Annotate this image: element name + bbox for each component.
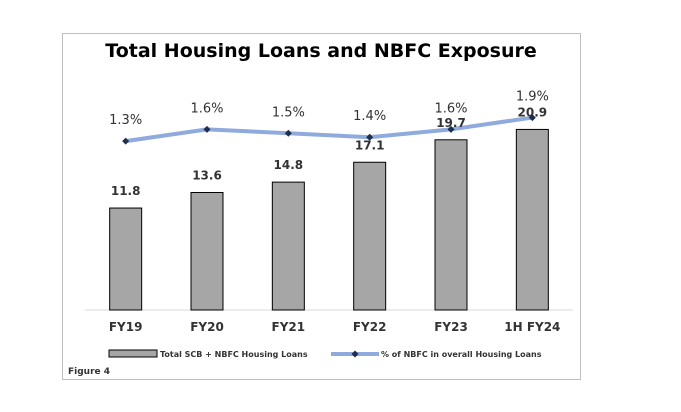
line-point-marker [284, 129, 292, 137]
line-value-label: 1.5% [272, 105, 305, 120]
nbfc-share-line [125, 115, 533, 144]
bar-value-label: 14.8 [274, 158, 304, 172]
bars-layer [109, 128, 549, 311]
line-point-marker [528, 114, 536, 122]
line-point-marker [366, 133, 374, 141]
chart-frame: Total Housing Loans and NBFC Exposure 11… [62, 33, 581, 380]
line-value-label: 1.4% [353, 109, 386, 124]
legend: Total SCB + NBFC Housing Loans % of NBFC … [108, 349, 542, 359]
figure-label: Figure 4 [68, 367, 110, 377]
labels-layer: 11.8 FY19 13.6 FY20 14.8 FY21 17.1 FY22 19.7 FY23… [109, 90, 561, 334]
x-tick-label: 1H FY24 [504, 320, 560, 334]
bar-fy20 [190, 191, 224, 311]
line-value-label: 1.6% [434, 101, 467, 116]
bar-value-label: 13.6 [192, 168, 222, 182]
chart: Total Housing Loans and NBFC Exposure 11… [68, 40, 573, 377]
x-tick-label: FY23 [434, 320, 468, 334]
legend-line-label: % of NBFC in overall Housing Loans [381, 350, 542, 359]
legend-line-marker [351, 350, 359, 358]
bar-fy21 [271, 181, 305, 311]
line-point-marker [203, 125, 211, 133]
line-value-label: 1.9% [516, 90, 549, 105]
chart-title: Total Housing Loans and NBFC Exposure [105, 40, 536, 62]
legend-bar-swatch [108, 349, 158, 358]
legend-bar-label: Total SCB + NBFC Housing Loans [160, 350, 308, 359]
x-tick-label: FY21 [272, 320, 306, 334]
bar-fy22 [353, 161, 387, 311]
bar-value-label: 17.1 [355, 138, 385, 152]
bar-value-label: 20.9 [518, 105, 548, 119]
line-point-marker [122, 137, 130, 145]
line-layer [122, 114, 536, 145]
x-tick-label: FY19 [109, 320, 143, 334]
line-value-label: 1.3% [109, 113, 142, 128]
bar-fy23 [434, 139, 468, 311]
line-value-label: 1.6% [190, 101, 223, 116]
bar-fy19 [109, 207, 143, 311]
x-tick-label: FY20 [190, 320, 224, 334]
bar-value-label: 19.7 [436, 116, 466, 130]
x-tick-label: FY22 [353, 320, 387, 334]
bar-1h-fy24 [515, 128, 549, 311]
line-point-marker [447, 125, 455, 133]
bar-value-label: 11.8 [111, 184, 141, 198]
